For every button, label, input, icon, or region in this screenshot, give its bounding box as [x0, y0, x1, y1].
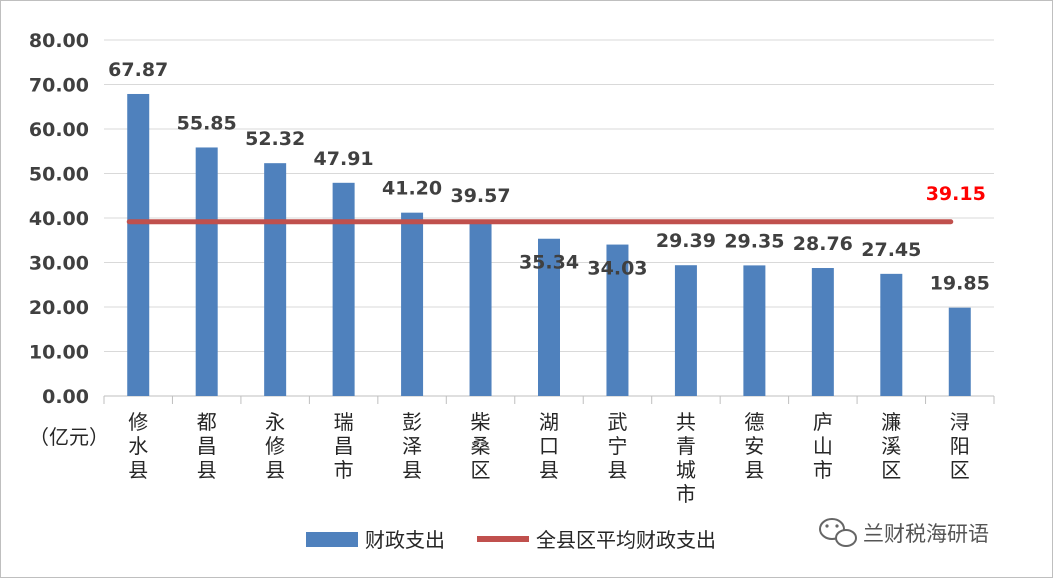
bar — [811, 268, 834, 396]
wechat-icon — [819, 518, 857, 547]
data-label: 41.20 — [382, 178, 442, 200]
category-label: 浔阳区 — [950, 410, 970, 482]
category-label: 庐山市 — [813, 410, 833, 482]
x-axis-categories: 修水县 都昌县 永修县 瑞昌市 彭泽县 柴桑区 湖口县 武宁县 共青城市 德安县 庐山市 濂溪区 浔阳区 — [128, 410, 970, 506]
category-label: 永修县 — [265, 410, 285, 482]
y-tick-label: 30.00 — [29, 253, 89, 275]
data-label: 55.85 — [177, 112, 237, 134]
category-label: 瑞昌市 — [334, 410, 354, 482]
data-label: 27.45 — [861, 239, 921, 261]
data-label: 47.91 — [314, 148, 374, 170]
data-label: 19.85 — [930, 273, 990, 295]
legend-bar-label: 财政支出 — [365, 528, 445, 552]
data-label: 29.39 — [656, 230, 716, 252]
category-label: 都昌县 — [197, 410, 217, 482]
y-tick-label: 0.00 — [42, 386, 89, 408]
y-tick-label: 40.00 — [29, 208, 89, 230]
data-label: 35.34 — [519, 252, 579, 274]
category-label: 修水县 — [128, 410, 148, 482]
bar — [401, 212, 424, 396]
data-label: 67.87 — [108, 59, 168, 81]
average-data-label: 39.15 — [926, 183, 986, 205]
bars — [127, 93, 971, 396]
category-label: 濂溪区 — [881, 410, 901, 482]
y-tick-label: 50.00 — [29, 164, 89, 186]
bar — [127, 93, 150, 396]
watermark-text: 兰财税海研语 — [863, 522, 989, 546]
unit-label: （亿元） — [29, 425, 109, 449]
gridlines — [103, 39, 995, 404]
bar — [674, 265, 697, 396]
category-label: 武宁县 — [607, 410, 627, 482]
y-tick-label: 60.00 — [29, 119, 89, 141]
data-label: 28.76 — [793, 233, 853, 255]
category-label: 彭泽县 — [402, 410, 422, 482]
y-tick-label: 80.00 — [29, 30, 89, 52]
legend-line-label: 全县区平均财政支出 — [536, 528, 716, 552]
data-label: 34.03 — [587, 258, 647, 280]
category-label: 德安县 — [744, 410, 764, 482]
category-label: 柴桑区 — [471, 410, 491, 482]
category-label: 湖口县 — [539, 410, 559, 482]
bar — [469, 219, 492, 396]
data-label: 39.57 — [450, 185, 510, 207]
data-labels: 67.87 55.85 52.32 47.91 41.20 39.57 35.34 34.03… — [108, 59, 990, 295]
legend-line-swatch — [477, 536, 529, 542]
legend: 财政支出 全县区平均财政支出 — [306, 528, 716, 552]
y-tick-label: 20.00 — [29, 297, 89, 319]
legend-bar-swatch — [306, 532, 358, 547]
watermark: 兰财税海研语 — [819, 518, 989, 547]
y-axis-ticks: 0.00 10.00 20.00 30.00 40.00 50.00 60.00 70.00 8… — [29, 30, 89, 408]
bar — [538, 238, 560, 396]
bar — [948, 307, 971, 396]
bar — [880, 273, 903, 396]
bar — [606, 244, 629, 396]
category-label: 共青城市 — [676, 410, 696, 506]
bar — [195, 147, 218, 396]
data-label: 29.35 — [724, 230, 784, 252]
data-label: 52.32 — [245, 128, 305, 150]
y-tick-label: 10.00 — [29, 342, 89, 364]
bar — [332, 182, 355, 396]
bar — [264, 163, 287, 396]
bar — [743, 265, 766, 396]
y-tick-label: 70.00 — [29, 75, 89, 97]
